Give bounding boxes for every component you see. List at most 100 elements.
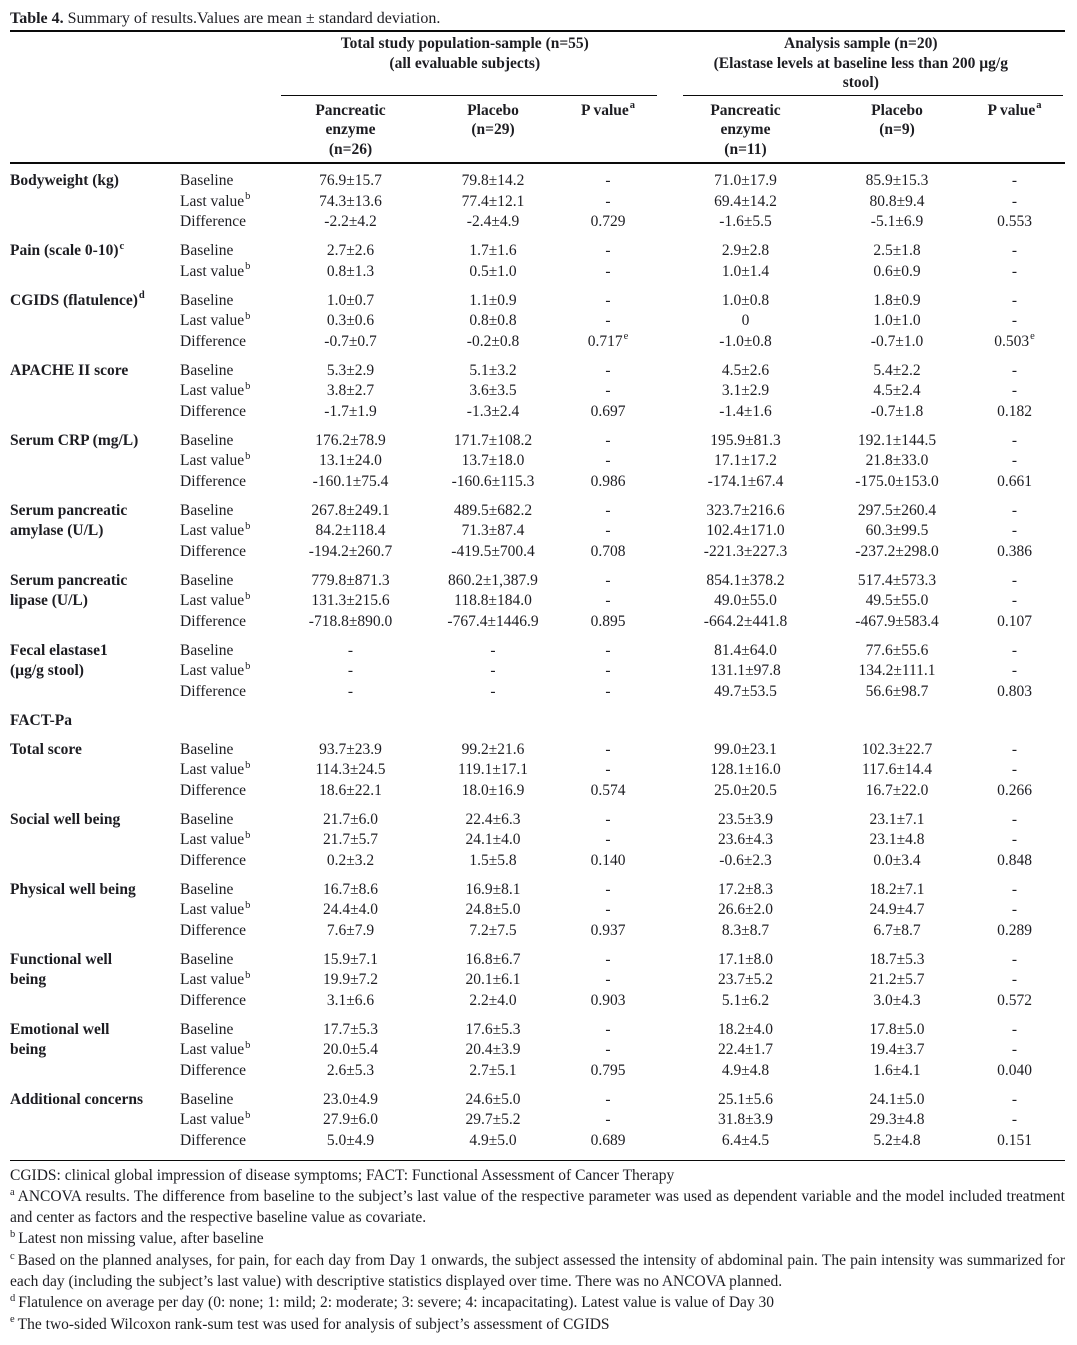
value-cell: - bbox=[1011, 950, 1018, 968]
parameter-label: APACHE II score bbox=[10, 361, 176, 382]
table-row: Baseline 267.8±249.1 489.5±682.2 - 323.7±216… bbox=[180, 501, 1065, 522]
value-cell: 2.7±5.1 bbox=[469, 1061, 517, 1079]
header-group-row: Total study population-sample (n=55) (all… bbox=[10, 34, 1065, 96]
footnote-abbreviations: CGIDS: clinical global impression of dis… bbox=[10, 1166, 675, 1184]
value-cell: 49.7±53.5 bbox=[714, 682, 777, 700]
value-cell: - bbox=[1011, 291, 1018, 309]
table-row: Last valueb 84.2±118.4 71.3±87.4 - 102.4±171… bbox=[180, 521, 1065, 542]
value-cell: 0.848 bbox=[997, 851, 1032, 869]
parameter-line: Functional well bbox=[10, 950, 113, 968]
table-row: Baseline 17.7±5.3 17.6±5.3 - 18.2±4.0 17.8±5.… bbox=[180, 1020, 1065, 1041]
value-cell: 24.4±4.0 bbox=[322, 901, 378, 918]
value-cell: 0.689 bbox=[590, 1131, 626, 1149]
table-row: Baseline 5.3±2.9 5.1±3.2 - 4.5±2.6 5.4±2.2 - bbox=[180, 361, 1065, 382]
value-cell: 131.1±97.8 bbox=[710, 662, 781, 679]
value-cell: 49.0±55.0 bbox=[714, 592, 777, 609]
value-cell: 5.4±2.2 bbox=[873, 361, 921, 379]
value-cell: - bbox=[605, 901, 611, 918]
value-cell: - bbox=[1011, 831, 1018, 848]
value-cell: 23.6±4.3 bbox=[717, 831, 773, 848]
value-cell: 0.937 bbox=[590, 921, 626, 939]
parameter-group: Pain (scale 0-10)c Baseline 2.7±2.6 1.7±1.6… bbox=[10, 241, 1065, 282]
parameter-label: Fecal elastase1 (µg/g stool) bbox=[10, 641, 176, 682]
table-row: Baseline 2.7±2.6 1.7±1.6 - 2.9±2.8 2.5±1.8 - bbox=[180, 241, 1065, 262]
value-cell: 134.2±111.1 bbox=[858, 662, 936, 679]
table-row: Last valueb 19.9±7.2 20.1±6.1 - 23.7±5.2 21.2… bbox=[180, 970, 1065, 991]
table-row: Last valueb 21.7±5.7 24.1±4.0 - 23.6±4.3 23.1… bbox=[180, 830, 1065, 851]
footnote-marker-b: b bbox=[245, 969, 251, 981]
table-row: Last valueb 0.8±1.3 0.5±1.0 - 1.0±1.4 0.6±0.9… bbox=[180, 262, 1065, 283]
value-cell: - bbox=[605, 1090, 611, 1108]
value-cell: 860.2±1,387.9 bbox=[448, 571, 538, 589]
value-cell: - bbox=[1011, 1041, 1018, 1058]
value-cell: 99.0±23.1 bbox=[714, 740, 777, 758]
value-cell: 7.2±7.5 bbox=[469, 921, 517, 939]
visit-label: Baseline bbox=[180, 641, 234, 659]
value-cell: 102.3±22.7 bbox=[861, 740, 933, 758]
value-cell: - bbox=[605, 192, 611, 210]
value-cell: - bbox=[1011, 312, 1018, 329]
value-cell: 20.1±6.1 bbox=[465, 971, 521, 988]
table-row: Baseline 15.9±7.1 16.8±6.7 - 17.1±8.0 18.7±5.… bbox=[180, 950, 1065, 971]
visit-label: Last valueb bbox=[180, 1039, 251, 1058]
visit-label: Last valueb bbox=[180, 450, 251, 469]
visit-label: Last valueb bbox=[180, 1109, 251, 1128]
value-cell: -1.7±1.9 bbox=[324, 402, 377, 420]
value-cell: 0.553 bbox=[997, 213, 1032, 230]
footnote-e: e The two-sided Wilcoxon rank-sum test wa… bbox=[10, 1314, 610, 1333]
footnote-marker-b: b bbox=[245, 590, 251, 602]
footnote-marker-e: e bbox=[1030, 331, 1035, 343]
total-pancreatic-enzyme-header: Pancreatic enzyme (n=26) bbox=[273, 101, 428, 160]
footnote-marker-b: b bbox=[245, 759, 251, 771]
value-cell: 24.8±5.0 bbox=[465, 901, 521, 918]
value-cell: 1.1±0.9 bbox=[469, 291, 517, 309]
footnote-c: c Based on the planned analyses, for pain… bbox=[10, 1250, 1065, 1290]
value-cell: 5.3±2.9 bbox=[326, 361, 375, 379]
value-cell: 18.2±7.1 bbox=[869, 880, 925, 898]
visit-label: Difference bbox=[180, 213, 246, 230]
visit-label: Difference bbox=[180, 921, 246, 939]
value-cell: 0.903 bbox=[590, 991, 626, 1009]
value-cell: 102.4±171.0 bbox=[706, 522, 785, 539]
parameter-label: Serum pancreatic lipase (U/L) bbox=[10, 571, 176, 612]
footnote-marker-d: d bbox=[138, 290, 145, 302]
value-cell: - bbox=[1011, 382, 1018, 399]
group-title-line: (Elastase levels at baseline less than 2… bbox=[713, 54, 1008, 72]
value-cell: - bbox=[605, 452, 611, 469]
visit-label: Baseline bbox=[180, 242, 234, 259]
table-row: Difference 0.2±3.2 1.5±5.8 0.140 -0.6±2.3 0.0… bbox=[180, 851, 1065, 872]
table-row: Last valueb 131.3±215.6 118.8±184.0 - 49.0±5… bbox=[180, 591, 1065, 612]
value-cell: 29.7±5.2 bbox=[465, 1111, 521, 1128]
parameter-label: Social well being bbox=[10, 810, 176, 831]
parameter-group: CGIDS (flatulence)d Baseline 1.0±0.7 1.1±0.… bbox=[10, 291, 1065, 353]
parameter-group: Physical well being Baseline 16.7±8.6 16.9±… bbox=[10, 880, 1065, 942]
value-cell: 2.6±5.3 bbox=[326, 1061, 375, 1079]
value-cell: 0.8±0.8 bbox=[469, 312, 517, 329]
value-cell: - bbox=[1011, 522, 1018, 539]
value-cell: 192.1±144.5 bbox=[857, 431, 937, 449]
parameter-group: Serum CRP (mg/L) Baseline 176.2±78.9 171.7±… bbox=[10, 431, 1065, 493]
value-cell: 71.3±87.4 bbox=[461, 522, 525, 539]
parameter-line: Emotional well bbox=[10, 1020, 110, 1038]
value-cell: -221.3±227.3 bbox=[703, 542, 788, 560]
value-cell: -2.2±4.2 bbox=[324, 213, 377, 230]
value-cell: 80.8±9.4 bbox=[869, 192, 925, 210]
value-cell: 0 bbox=[741, 312, 750, 329]
visit-label: Last valueb bbox=[180, 590, 251, 609]
value-cell: - bbox=[605, 382, 611, 399]
value-cell: 0.803 bbox=[997, 682, 1032, 700]
value-cell: 1.6±4.1 bbox=[873, 1061, 921, 1079]
visit-label: Last valueb bbox=[180, 191, 251, 210]
table-row: Difference - - - 49.7±53.5 56.6±98.7 0.803 bbox=[180, 682, 1065, 703]
visit-label: Baseline bbox=[180, 291, 234, 309]
visit-label: Baseline bbox=[180, 501, 234, 519]
value-cell: - bbox=[1011, 262, 1018, 280]
table-row: Difference 5.0±4.9 4.9±5.0 0.689 6.4±4.5 5.2±… bbox=[180, 1131, 1065, 1152]
value-cell: 16.9±8.1 bbox=[465, 880, 521, 898]
value-cell: 0.182 bbox=[997, 402, 1032, 420]
value-cell: - bbox=[605, 361, 611, 379]
column-header-line: (n=29) bbox=[471, 121, 515, 138]
value-cell: 0.986 bbox=[590, 472, 626, 490]
value-cell: - bbox=[605, 431, 611, 449]
value-cell: 1.0±1.0 bbox=[873, 312, 921, 329]
